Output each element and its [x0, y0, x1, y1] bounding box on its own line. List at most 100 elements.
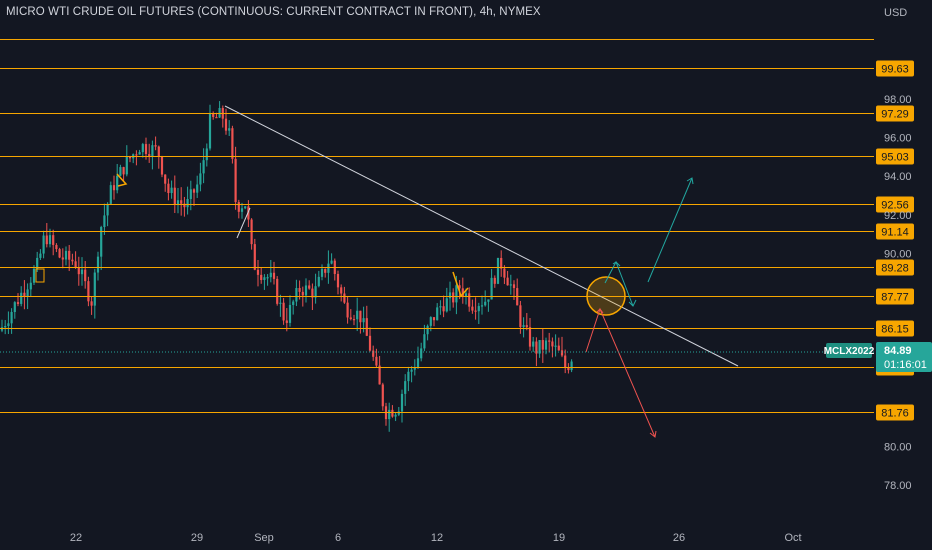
candle-body	[407, 371, 410, 382]
candle-body	[564, 355, 567, 368]
candle-body	[157, 146, 160, 157]
candle-body	[301, 291, 304, 296]
arrow-up-icon	[647, 177, 693, 283]
level-label-bg	[876, 320, 914, 337]
candle-body	[512, 284, 516, 289]
candle-body	[541, 340, 544, 350]
candle-body	[490, 277, 493, 300]
candle-body	[493, 277, 496, 284]
candle-body	[61, 257, 64, 260]
candle-body	[285, 320, 288, 323]
level-label-bg	[876, 105, 914, 122]
candle-body	[26, 289, 29, 297]
candle-body	[240, 208, 244, 212]
candle-body	[103, 215, 106, 228]
candle-body	[317, 276, 320, 287]
candle-body	[391, 409, 394, 417]
arrow-head	[612, 261, 621, 267]
candle-body	[477, 306, 480, 312]
candle-body	[109, 185, 112, 204]
arrow-head	[628, 299, 637, 307]
candle-body	[487, 299, 490, 302]
candle-body	[279, 302, 282, 304]
candle-body	[16, 302, 20, 304]
level-label-bg	[876, 404, 914, 421]
candle-body	[292, 301, 295, 305]
price-tick: 90.00	[884, 248, 912, 260]
candle-body	[122, 167, 125, 175]
candle-body	[282, 302, 285, 321]
candle-body	[381, 384, 384, 407]
candle-body	[420, 348, 423, 359]
time-tick: 22	[70, 532, 82, 544]
candle-body	[74, 261, 77, 268]
candle-body	[298, 287, 301, 292]
levels-layer: 99.63 97.29 95.03 92.56 91.14 89.28 87.77 86.15…	[0, 39, 914, 421]
level-label-text: 99.63	[881, 64, 909, 76]
level-label: 86.15	[876, 320, 914, 337]
candle-body	[468, 293, 471, 307]
level-label-bg	[876, 223, 914, 240]
candle-body	[180, 200, 183, 204]
candle-body	[548, 340, 551, 342]
candle-body	[45, 235, 48, 245]
candle-body	[474, 310, 477, 312]
candle-body	[480, 305, 484, 307]
candle-body	[244, 206, 247, 209]
candle-body	[55, 244, 58, 250]
candle-body	[128, 156, 132, 159]
candle-body	[570, 361, 573, 371]
candle-body	[471, 306, 474, 311]
candle-body	[442, 306, 445, 312]
level-label: 89.28	[876, 259, 914, 276]
level-label-text: 86.15	[881, 324, 909, 336]
candle-body	[506, 277, 509, 286]
candle-body	[167, 183, 170, 194]
candle-body	[138, 152, 141, 155]
candle-body	[461, 288, 464, 296]
candle-body	[509, 284, 512, 286]
time-tick: 26	[673, 532, 685, 544]
candle-body	[4, 326, 7, 328]
time-tick: 6	[335, 532, 341, 544]
level-label: 81.76	[876, 404, 914, 421]
candle-body	[100, 227, 103, 257]
candle-body	[253, 244, 256, 270]
candle-body	[90, 301, 93, 306]
candle-body	[189, 189, 192, 200]
candle-body	[413, 367, 416, 370]
candle-body	[71, 259, 74, 262]
price-tick: 80.00	[884, 441, 912, 453]
last-price-bg	[876, 342, 932, 373]
level-label-bg	[876, 259, 914, 276]
candle-body	[212, 113, 215, 118]
candle-body	[106, 203, 109, 216]
candle-body	[394, 414, 397, 417]
candle-body	[544, 340, 548, 350]
candle-body	[215, 117, 218, 119]
level-label-bg	[876, 196, 914, 213]
candle-body	[554, 345, 557, 347]
candle-body	[32, 268, 36, 283]
candle-body	[7, 323, 10, 327]
candle-body	[522, 325, 525, 327]
candle-body	[346, 302, 349, 318]
time-axis[interactable]: 22 29 Sep 6 12 19 26 Oct	[70, 532, 802, 544]
candle-body	[311, 288, 314, 298]
price-tick: 78.00	[884, 480, 912, 492]
level-label-text: 95.03	[881, 152, 909, 164]
time-tick: 29	[191, 532, 203, 544]
arrow-head	[649, 430, 657, 438]
candle-body	[272, 272, 276, 279]
time-tick: 12	[431, 532, 443, 544]
candle-body	[343, 293, 346, 303]
candle-body	[320, 269, 324, 277]
candle-body	[48, 235, 52, 245]
candle-body	[464, 293, 468, 296]
candle-body	[112, 185, 116, 191]
candle-body	[551, 341, 554, 347]
candle-body	[77, 267, 80, 275]
candle-body	[42, 235, 45, 254]
